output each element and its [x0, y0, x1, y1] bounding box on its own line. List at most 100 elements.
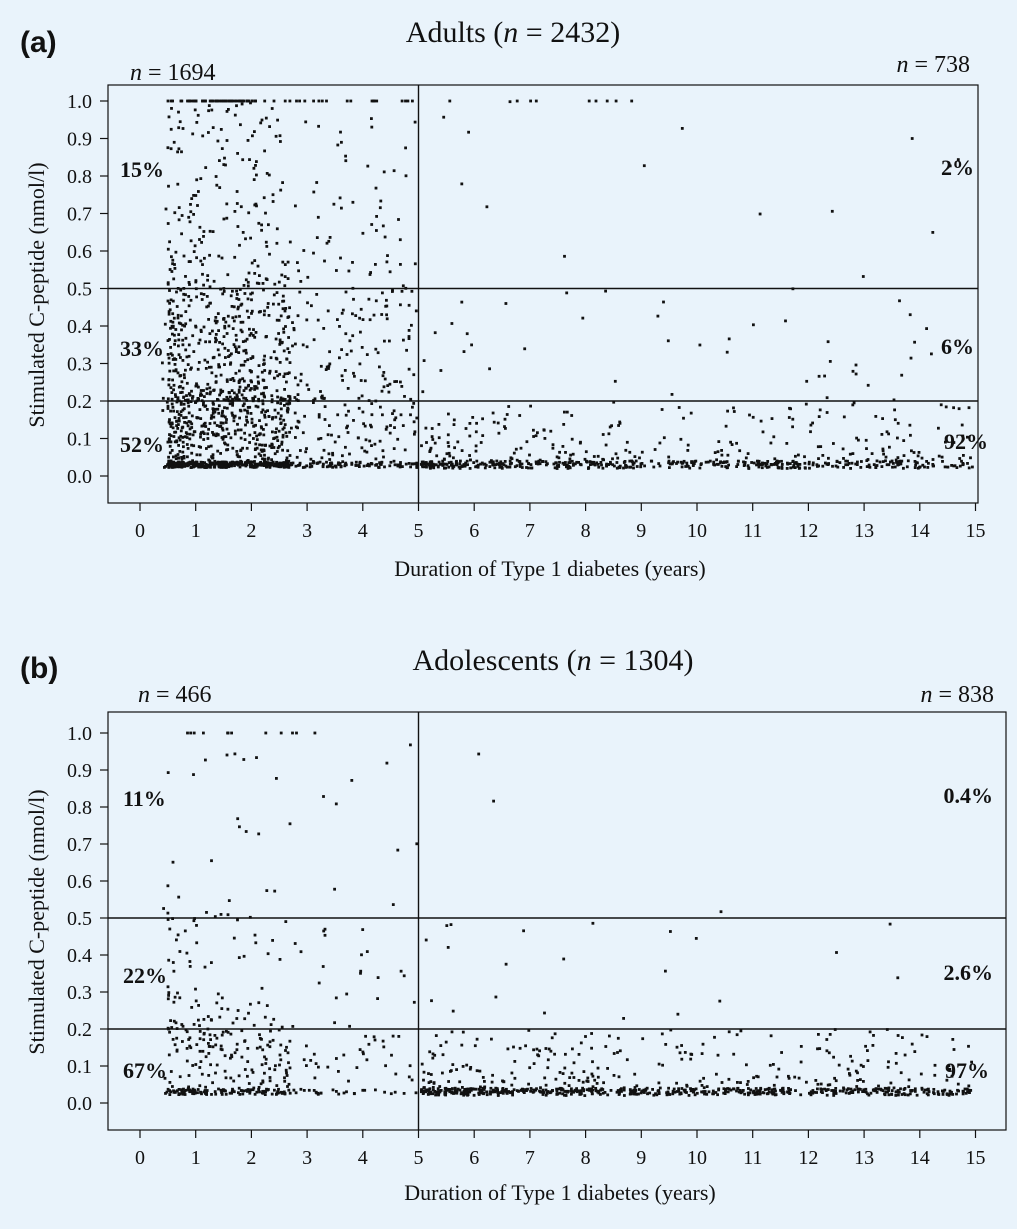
- data-point: [170, 402, 174, 406]
- data-point: [956, 1082, 960, 1086]
- data-point: [425, 462, 429, 466]
- data-point: [409, 397, 413, 401]
- data-point: [172, 140, 176, 144]
- data-point: [669, 1028, 673, 1032]
- data-point: [220, 461, 223, 465]
- data-point: [282, 461, 286, 465]
- data-point: [604, 1045, 608, 1048]
- data-point: [515, 464, 519, 468]
- data-point: [430, 427, 434, 430]
- data-point: [423, 465, 427, 469]
- data-point: [229, 1056, 232, 1060]
- data-point: [345, 99, 349, 103]
- data-point: [404, 174, 408, 178]
- data-point: [278, 417, 282, 421]
- data-point: [451, 1063, 455, 1066]
- data-point: [184, 416, 188, 419]
- data-point: [285, 456, 289, 460]
- data-point: [504, 464, 508, 468]
- data-point: [896, 1034, 900, 1037]
- data-point: [173, 267, 177, 270]
- data-point: [532, 1062, 536, 1065]
- data-point: [726, 409, 729, 413]
- data-point: [333, 1021, 336, 1025]
- data-point: [230, 389, 234, 392]
- data-point: [307, 388, 311, 391]
- data-point: [225, 1029, 228, 1033]
- data-point: [698, 466, 702, 470]
- data-point: [413, 430, 417, 434]
- data-point: [448, 1090, 452, 1094]
- data-point: [188, 432, 192, 436]
- data-point: [339, 465, 343, 469]
- data-point: [253, 272, 257, 275]
- data-point: [391, 412, 394, 415]
- data-point: [253, 455, 257, 459]
- data-point: [463, 1088, 467, 1091]
- data-point: [570, 414, 574, 417]
- data-point: [370, 402, 374, 405]
- data-point: [206, 274, 210, 277]
- data-point: [330, 461, 333, 465]
- data-point: [551, 446, 555, 450]
- data-point: [683, 1051, 687, 1054]
- data-point: [816, 465, 819, 468]
- data-point: [477, 752, 481, 756]
- data-point: [693, 1093, 697, 1097]
- data-point: [736, 459, 740, 463]
- data-point: [230, 1053, 233, 1057]
- data-point: [161, 361, 164, 365]
- data-point: [233, 461, 237, 465]
- data-point: [489, 1092, 492, 1096]
- data-point: [171, 860, 175, 864]
- data-point: [196, 398, 200, 401]
- data-point: [359, 379, 363, 382]
- data-point: [555, 455, 559, 459]
- data-point: [255, 281, 259, 285]
- data-point: [630, 99, 634, 103]
- data-point: [171, 320, 175, 324]
- data-point: [200, 1072, 204, 1076]
- data-point: [205, 305, 209, 309]
- data-point: [191, 1092, 194, 1095]
- data-point: [202, 400, 205, 404]
- data-point: [162, 907, 165, 910]
- data-point: [172, 316, 176, 320]
- data-point: [605, 464, 608, 467]
- data-point: [378, 365, 381, 369]
- data-point: [910, 1042, 914, 1046]
- data-point: [193, 108, 197, 112]
- data-point: [803, 455, 806, 459]
- data-point: [464, 461, 467, 465]
- data-point: [257, 221, 261, 225]
- data-point: [439, 1044, 443, 1047]
- data-point: [228, 353, 232, 357]
- data-point: [188, 283, 191, 286]
- data-point: [231, 401, 235, 405]
- data-point: [884, 455, 888, 459]
- data-point: [295, 455, 299, 459]
- data-point: [680, 465, 684, 469]
- data-point: [259, 432, 262, 436]
- data-point: [449, 460, 453, 464]
- data-point: [167, 378, 171, 382]
- data-point: [420, 1088, 423, 1091]
- data-point: [639, 465, 643, 469]
- data-point: [222, 435, 226, 439]
- data-point: [314, 1062, 318, 1065]
- data-point: [485, 205, 489, 209]
- data-point: [396, 464, 400, 468]
- data-point: [275, 777, 278, 780]
- data-point: [268, 1079, 272, 1083]
- data-point: [915, 1093, 919, 1097]
- data-point: [285, 409, 289, 412]
- data-point: [220, 1007, 224, 1010]
- data-point: [353, 1092, 356, 1096]
- data-point: [262, 358, 266, 362]
- data-point: [365, 1058, 369, 1062]
- data-point: [687, 1094, 691, 1097]
- data-point: [168, 422, 172, 426]
- data-point: [399, 303, 402, 307]
- data-point: [175, 464, 179, 468]
- data-point: [241, 158, 245, 162]
